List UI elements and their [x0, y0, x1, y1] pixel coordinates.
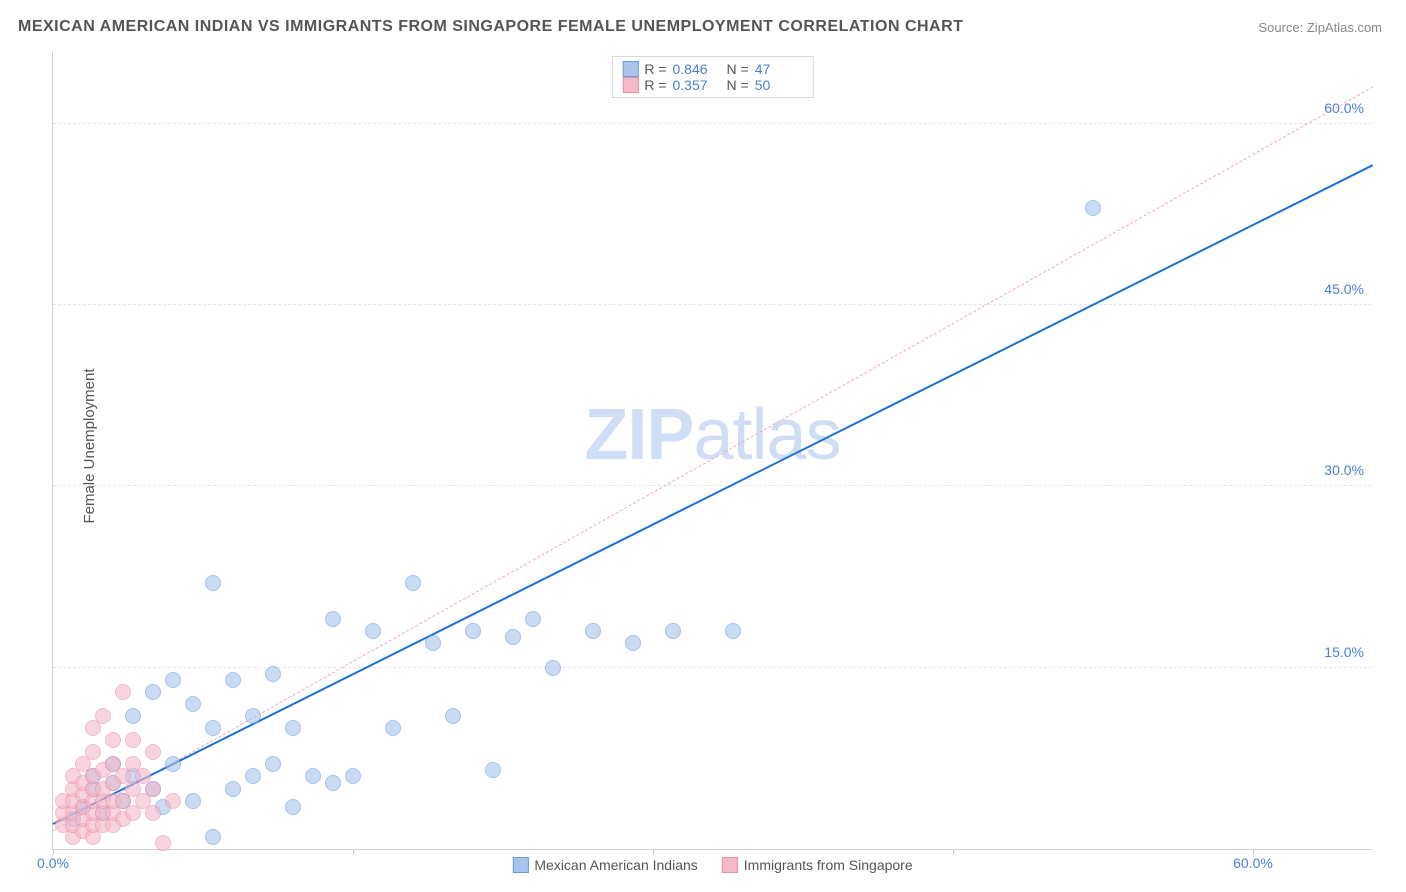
- data-point: [385, 720, 401, 736]
- data-point: [225, 672, 241, 688]
- data-point: [105, 732, 121, 748]
- legend-n-value: 50: [755, 77, 803, 93]
- data-point: [265, 756, 281, 772]
- gridline: [53, 667, 1372, 668]
- legend-n-value: 47: [755, 61, 803, 77]
- data-point: [165, 793, 181, 809]
- data-point: [165, 672, 181, 688]
- legend-swatch: [722, 857, 738, 873]
- data-point: [115, 684, 131, 700]
- legend-row: R = 0.357 N = 50: [622, 77, 802, 93]
- data-point: [145, 805, 161, 821]
- data-point: [485, 762, 501, 778]
- data-point: [85, 744, 101, 760]
- x-tick-label: 60.0%: [1233, 855, 1273, 871]
- data-point: [325, 611, 341, 627]
- data-point: [285, 720, 301, 736]
- data-point: [155, 835, 171, 851]
- x-tick-label: 0.0%: [37, 855, 69, 871]
- data-point: [505, 629, 521, 645]
- legend-r-value: 0.357: [673, 77, 721, 93]
- y-tick-label: 45.0%: [1324, 281, 1364, 297]
- legend-n-label: N =: [727, 61, 749, 77]
- data-point: [285, 799, 301, 815]
- data-point: [225, 781, 241, 797]
- data-point: [325, 775, 341, 791]
- data-point: [125, 708, 141, 724]
- data-point: [185, 696, 201, 712]
- data-point: [625, 635, 641, 651]
- x-tick-mark: [1253, 849, 1254, 855]
- data-point: [1085, 200, 1101, 216]
- data-point: [245, 768, 261, 784]
- chart-title: MEXICAN AMERICAN INDIAN VS IMMIGRANTS FR…: [18, 18, 963, 36]
- data-point: [585, 623, 601, 639]
- x-tick-mark: [53, 849, 54, 855]
- x-tick-mark: [953, 849, 954, 855]
- y-tick-label: 30.0%: [1324, 462, 1364, 478]
- legend-swatch: [622, 77, 638, 93]
- data-point: [265, 666, 281, 682]
- legend-r-label: R =: [644, 77, 666, 93]
- series-legend-item: Immigrants from Singapore: [722, 857, 913, 873]
- legend-swatch: [512, 857, 528, 873]
- data-point: [425, 635, 441, 651]
- legend-swatch: [622, 61, 638, 77]
- data-point: [525, 611, 541, 627]
- data-point: [185, 793, 201, 809]
- gridline: [53, 485, 1372, 486]
- data-point: [405, 575, 421, 591]
- legend-r-value: 0.846: [673, 61, 721, 77]
- data-point: [365, 623, 381, 639]
- y-tick-label: 15.0%: [1324, 644, 1364, 660]
- data-point: [665, 623, 681, 639]
- source-attribution: Source: ZipAtlas.com: [1258, 20, 1382, 35]
- gridline: [53, 304, 1372, 305]
- series-legend-item: Mexican American Indians: [512, 857, 697, 873]
- data-point: [725, 623, 741, 639]
- scatter-plot-area: ZIPatlas R =0.846N =47R =0.357N =50 Mexi…: [52, 52, 1372, 850]
- data-point: [545, 660, 561, 676]
- data-point: [345, 768, 361, 784]
- data-point: [95, 708, 111, 724]
- x-tick-mark: [353, 849, 354, 855]
- data-point: [245, 708, 261, 724]
- data-point: [165, 756, 181, 772]
- series-legend: Mexican American Indians Immigrants from …: [512, 857, 912, 873]
- data-point: [465, 623, 481, 639]
- regression-line: [53, 164, 1374, 825]
- watermark: ZIPatlas: [584, 394, 840, 476]
- data-point: [305, 768, 321, 784]
- legend-r-label: R =: [644, 61, 666, 77]
- correlation-legend: R = 0.846 N = 47 R = 0.357 N = 50: [611, 56, 813, 98]
- legend-row: R = 0.846 N = 47: [622, 61, 802, 77]
- legend-n-label: N =: [727, 77, 749, 93]
- series-name: Mexican American Indians: [534, 857, 697, 873]
- data-point: [445, 708, 461, 724]
- data-point: [125, 732, 141, 748]
- data-point: [205, 829, 221, 845]
- series-name: Immigrants from Singapore: [744, 857, 913, 873]
- x-tick-mark: [653, 849, 654, 855]
- gridline: [53, 123, 1372, 124]
- data-point: [145, 781, 161, 797]
- data-point: [145, 684, 161, 700]
- data-point: [205, 720, 221, 736]
- data-point: [205, 575, 221, 591]
- data-point: [145, 744, 161, 760]
